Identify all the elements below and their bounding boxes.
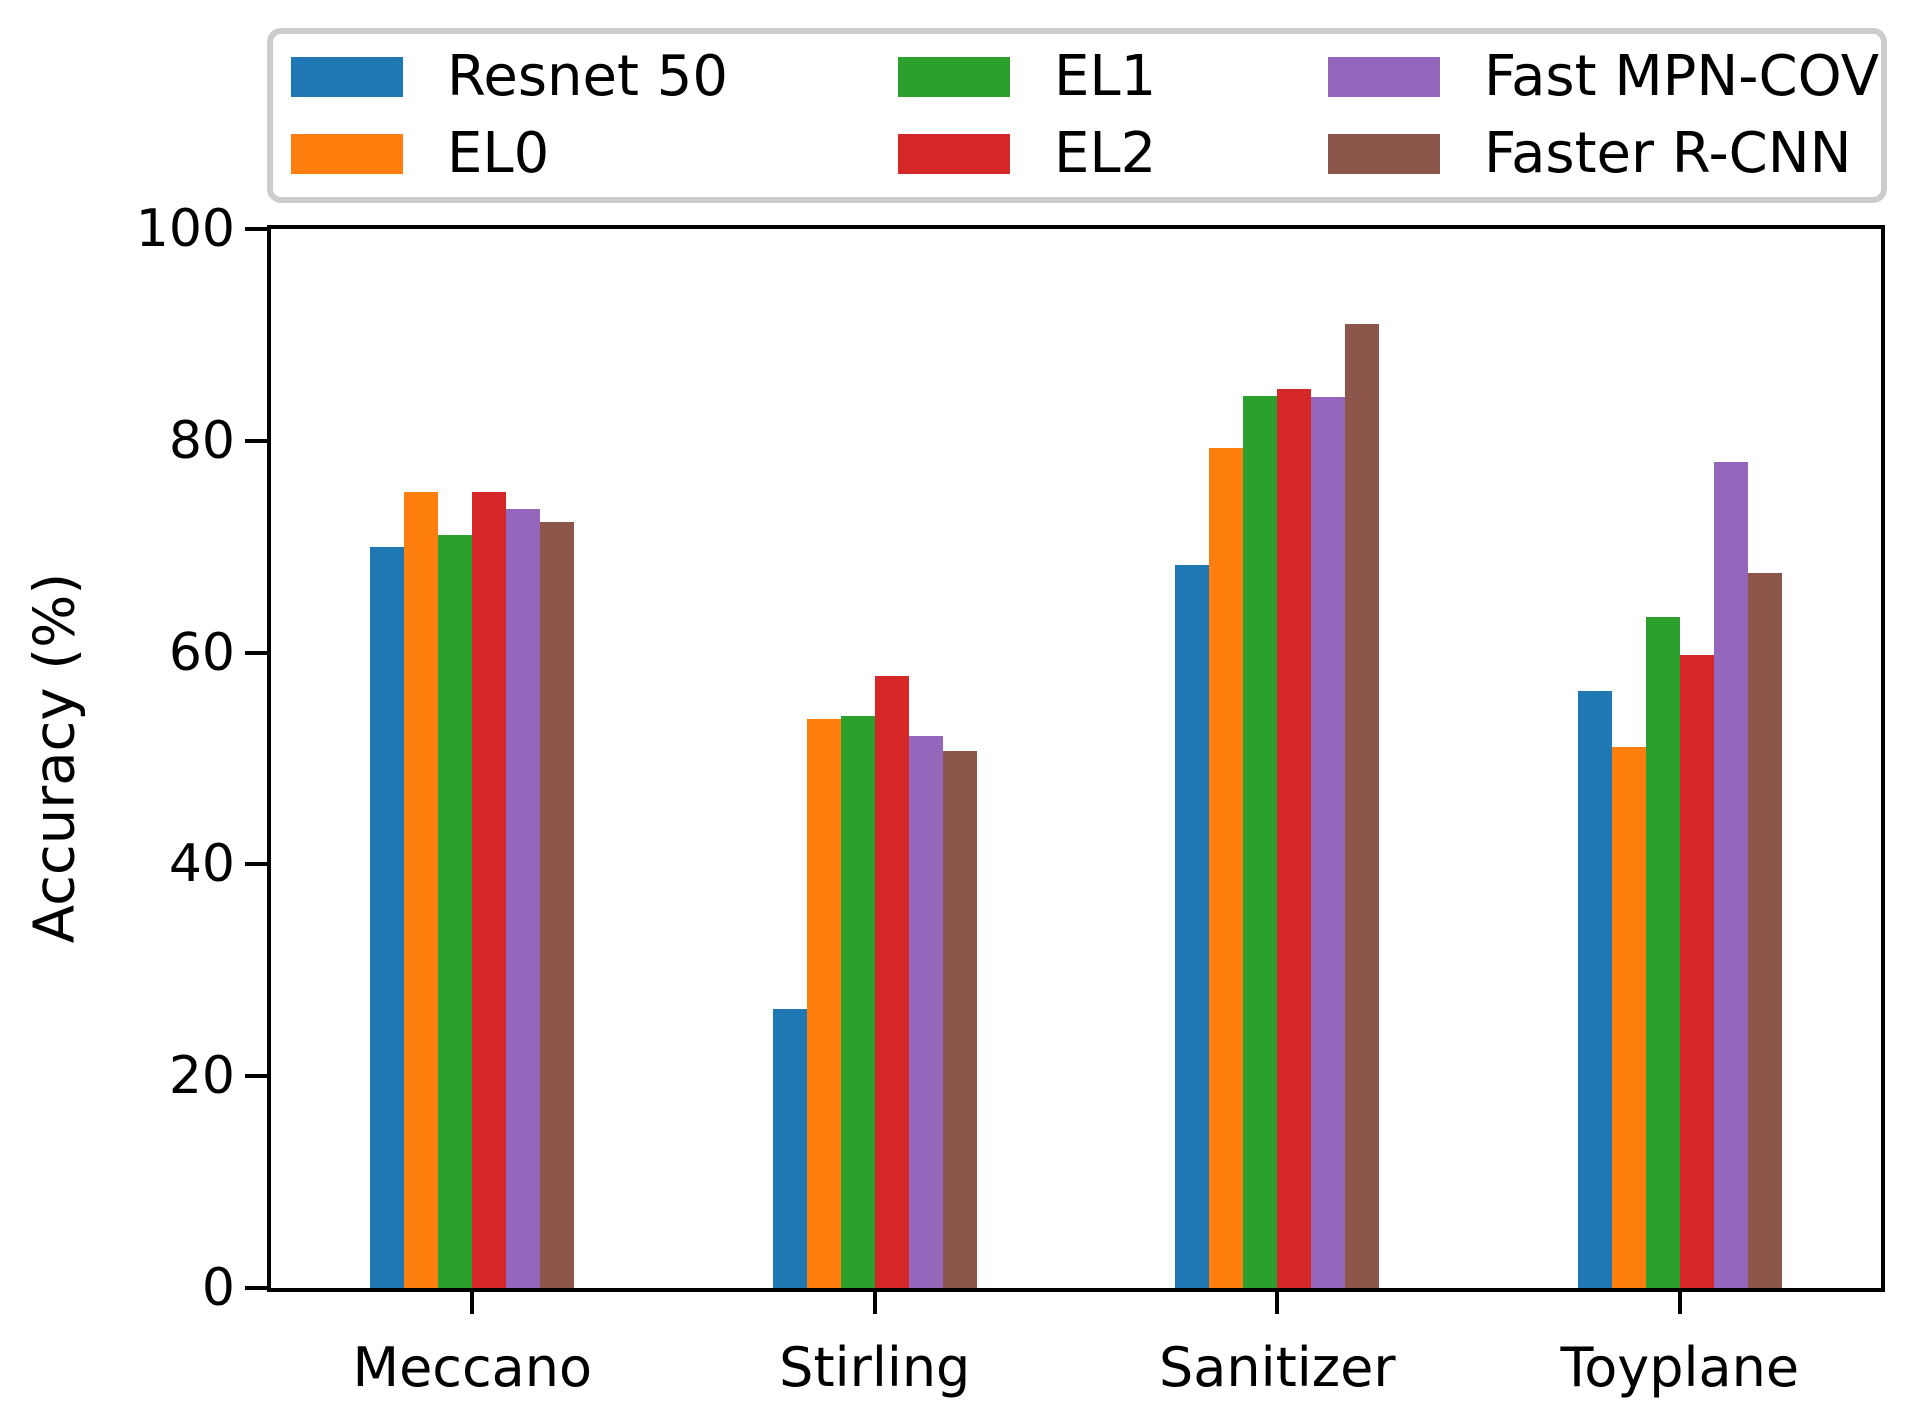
y-tick-label: 80: [168, 410, 235, 471]
legend-label: EL0: [447, 121, 550, 187]
y-tick-label: 0: [201, 1258, 235, 1318]
bar-faster-r-cnn-sanitizer: [1345, 324, 1380, 1288]
legend-item-el2: EL2: [898, 116, 1328, 194]
legend-label: EL1: [1054, 43, 1157, 109]
y-tick-label: 60: [168, 622, 235, 683]
bar-group-meccano: [271, 229, 674, 1288]
bar-el0-sanitizer: [1209, 448, 1244, 1288]
legend-label: Resnet 50: [447, 43, 728, 109]
x-tick-label-toyplane: Toyplane: [1560, 1336, 1800, 1399]
legend-swatch-icon: [898, 134, 1010, 175]
bar-fast-mpn-cov-sanitizer: [1311, 397, 1346, 1288]
x-tick-label-sanitizer: Sanitizer: [1158, 1336, 1396, 1399]
bar-el2-stirling: [874, 675, 909, 1288]
bar-group-sanitizer: [1076, 229, 1479, 1288]
bar-fast-mpn-cov-toyplane: [1713, 461, 1748, 1288]
bar-el0-stirling: [806, 719, 841, 1288]
bar-el1-stirling: [840, 716, 875, 1288]
legend-item-el0: EL0: [291, 116, 898, 194]
bar-el0-meccano: [404, 491, 439, 1288]
legend-swatch-icon: [1328, 56, 1440, 97]
y-tick-mark: [245, 650, 267, 655]
bar-el1-meccano: [438, 535, 473, 1288]
legend-swatch-icon: [291, 134, 403, 175]
x-tick-label-stirling: Stirling: [779, 1336, 971, 1399]
bar-group-toyplane: [1479, 229, 1882, 1288]
x-tick-mark: [470, 1292, 475, 1314]
bar-resnet-50-meccano: [370, 546, 405, 1288]
legend-label: Fast MPN-COV: [1484, 43, 1880, 109]
y-tick-label: 40: [168, 834, 235, 895]
legend-item-resnet-50: Resnet 50: [291, 38, 898, 116]
bar-fast-mpn-cov-stirling: [908, 736, 943, 1288]
x-tick-mark: [1677, 1292, 1682, 1314]
legend-swatch-icon: [1328, 134, 1440, 175]
y-tick-mark: [245, 1286, 267, 1290]
legend-label: Faster R-CNN: [1484, 121, 1852, 187]
y-tick-mark: [245, 227, 267, 231]
bar-el0-toyplane: [1611, 746, 1646, 1288]
legend: Resnet 50 EL0 EL1 EL2 Fast MPN-COV Faster R-C…: [267, 28, 1887, 203]
x-tick-mark: [1275, 1292, 1280, 1314]
bar-group-stirling: [674, 229, 1077, 1288]
y-tick-label: 20: [168, 1046, 235, 1107]
bar-fast-mpn-cov-meccano: [506, 508, 541, 1288]
bar-resnet-50-toyplane: [1577, 690, 1612, 1288]
bar-resnet-50-stirling: [772, 1009, 807, 1288]
bar-faster-r-cnn-stirling: [942, 751, 977, 1288]
y-tick-label: 100: [135, 199, 235, 259]
bar-el2-sanitizer: [1277, 388, 1312, 1288]
bar-el1-toyplane: [1645, 616, 1680, 1288]
legend-item-el1: EL1: [898, 38, 1328, 116]
legend-label: EL2: [1054, 121, 1157, 187]
bar-faster-r-cnn-toyplane: [1747, 573, 1782, 1288]
bar-el1-sanitizer: [1243, 396, 1278, 1288]
legend-swatch-icon: [291, 56, 403, 97]
legend-swatch-icon: [898, 56, 1010, 97]
y-axis-label: Accuracy (%): [22, 572, 88, 944]
x-tick-label-meccano: Meccano: [352, 1336, 593, 1399]
y-tick-mark: [245, 438, 267, 443]
bar-el2-toyplane: [1679, 654, 1714, 1288]
y-tick-mark: [245, 862, 267, 867]
legend-item-fast-mpn-cov: Fast MPN-COV: [1328, 38, 1881, 116]
x-tick-mark: [872, 1292, 877, 1314]
bar-faster-r-cnn-meccano: [540, 522, 575, 1288]
y-tick-mark: [245, 1074, 267, 1079]
legend-item-faster-r-cnn: Faster R-CNN: [1328, 116, 1881, 194]
bar-resnet-50-sanitizer: [1175, 564, 1210, 1288]
plot-area: 0 20 40 60 80 100 Meccano Stirling Sanitizer Toyp…: [136, 203, 1885, 1398]
bar-el2-meccano: [472, 491, 507, 1288]
